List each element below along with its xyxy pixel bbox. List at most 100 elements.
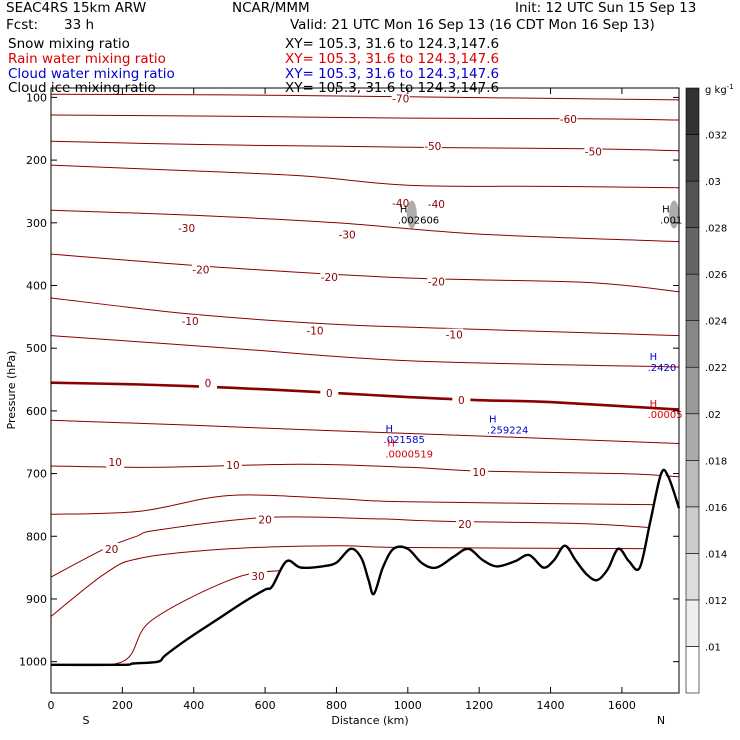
contour-label-bg xyxy=(102,543,121,556)
contour-label: -30 xyxy=(339,229,356,241)
x-tick-label: 600 xyxy=(255,699,276,712)
snow-shading xyxy=(406,200,417,229)
contour-line--10 xyxy=(50,297,680,337)
y-tick-label: 300 xyxy=(26,217,47,230)
contour-label: 10 xyxy=(472,467,485,479)
rain-water-max-letter: H xyxy=(650,399,658,410)
snow-max-value: .002606 xyxy=(398,216,439,227)
x-end-label-north: N xyxy=(657,714,665,727)
contour-label: 10 xyxy=(226,460,239,472)
colorbar-segment xyxy=(685,506,700,554)
field-name-snow: Snow mixing ratio xyxy=(8,36,130,52)
contour-label-bg xyxy=(423,139,442,152)
contour-label-bg xyxy=(181,314,200,327)
colorbar-segment xyxy=(685,413,700,461)
contour-label: -10 xyxy=(446,330,463,342)
y-tick-label: 1000 xyxy=(19,656,47,669)
y-tick-label: 700 xyxy=(26,468,47,481)
contour-label-bg xyxy=(391,196,410,209)
terrain-layer xyxy=(50,468,681,693)
colorbar-tick-label: .016 xyxy=(705,503,727,514)
y-tick-label: 600 xyxy=(26,405,47,418)
colorbar-unit: g kg-1 xyxy=(705,83,734,96)
rain-water-max-letter: H xyxy=(387,438,395,449)
contour-label-bg xyxy=(320,270,339,283)
colorbar-segment xyxy=(685,273,700,321)
y-axis-label: Pressure (hPa) xyxy=(5,351,18,430)
contour-label-bg xyxy=(427,198,446,211)
contour-line--30 xyxy=(50,209,680,243)
colorbar-segment xyxy=(685,227,700,275)
cloud-water-max-value: .021585 xyxy=(384,435,425,446)
contour-label: -60 xyxy=(560,114,577,126)
contour-label-bg xyxy=(256,513,275,526)
colorbar-tick-label: .022 xyxy=(705,363,727,374)
contour-label: -10 xyxy=(306,325,323,337)
rain-water-max-value: .0000519 xyxy=(385,449,433,460)
x-tick-label: 200 xyxy=(112,699,133,712)
cloud-water-max-value: .2420 xyxy=(648,363,677,374)
contour-line--20 xyxy=(50,253,680,293)
axes: 0 200 400 600 800 1000 1200 1400 160010020030040… xyxy=(19,88,679,712)
x-axis-label: Distance (km) xyxy=(331,714,408,727)
field-name-cloud-water: Cloud water mixing ratio xyxy=(8,66,175,82)
field-xy-snow: XY= 105.3, 31.6 to 124.3,147.6 xyxy=(285,36,500,52)
colorbar-tick-label: .012 xyxy=(705,596,727,607)
x-end-label-south: S xyxy=(83,714,90,727)
contour-line-10 xyxy=(50,463,680,478)
colorbar-tick-label: .026 xyxy=(705,270,727,281)
contour-label-bg xyxy=(470,465,489,478)
y-tick-label: 100 xyxy=(26,91,47,104)
contour-label: 20 xyxy=(458,519,471,531)
field-xy-rain: XY= 105.3, 31.6 to 124.3,147.6 xyxy=(285,51,500,67)
contour-line-15 xyxy=(50,494,680,515)
rain-water-max-value: .00005 xyxy=(648,410,683,421)
contour-label-bg xyxy=(320,386,339,399)
colorbar-segment xyxy=(685,87,700,135)
colorbar-tick-label: .018 xyxy=(705,456,727,467)
y-tick-label: 200 xyxy=(26,154,47,167)
contour-label: -30 xyxy=(178,223,195,235)
colorbar: .01 .012 .014 .016 .018 .02 .022 .024 .026 .028 .0… xyxy=(685,87,727,694)
colorbar-tick-label: .014 xyxy=(705,549,727,560)
y-tick-label: 800 xyxy=(26,530,47,543)
colorbar-segment xyxy=(685,180,700,228)
x-tick-label: 1000 xyxy=(394,699,422,712)
snow-shading xyxy=(669,200,680,229)
contour-label: -10 xyxy=(182,316,199,328)
terrain-line xyxy=(50,468,681,667)
contour-label: 20 xyxy=(258,515,271,527)
cloud-water-max-value: .259224 xyxy=(487,426,528,437)
forecast-hours: 33 h xyxy=(64,17,95,33)
contour-label-bg xyxy=(248,570,267,583)
contour-line-0 xyxy=(50,381,680,411)
forecast-label: Fcst: xyxy=(6,17,39,33)
contour-label: -50 xyxy=(585,147,602,159)
valid-time: Valid: 21 UTC Mon 16 Sep 13 (16 CDT Mon … xyxy=(290,17,655,33)
colorbar-segment xyxy=(685,366,700,415)
contour-label: -20 xyxy=(428,276,445,288)
contour-line-5 xyxy=(50,419,680,444)
colorbar-tick-label: .032 xyxy=(705,131,727,142)
colorbar-tick-label: .024 xyxy=(705,317,727,328)
contour-label-bg xyxy=(338,228,357,241)
colorbar-tick-label: .03 xyxy=(705,177,721,188)
y-tick-label: 400 xyxy=(26,279,47,292)
y-tick-label: 900 xyxy=(26,593,47,606)
cloud-water-max-letter: H xyxy=(386,424,394,435)
contour-label-bg xyxy=(559,112,578,125)
contour-label: 30 xyxy=(251,571,264,583)
x-tick-label: 800 xyxy=(326,699,347,712)
colorbar-tick-label: .028 xyxy=(705,224,727,235)
contour-label: -20 xyxy=(192,264,209,276)
contour-label-bg xyxy=(177,222,196,235)
colorbar-segment xyxy=(685,646,700,694)
organization: NCAR/MMM xyxy=(232,0,310,16)
contour-label: -40 xyxy=(428,199,445,211)
contour-label-bg xyxy=(306,324,325,337)
snow-max-letter: H xyxy=(662,205,670,216)
snow-max-letter: H xyxy=(400,205,408,216)
temperature-contours: -70 -60 -50 -50 -40 -40 -30 -30 -20 -20 -20 -10 -10 -… xyxy=(50,92,680,667)
contour-label: 0 xyxy=(326,388,333,400)
contour-label-bg xyxy=(391,92,410,105)
